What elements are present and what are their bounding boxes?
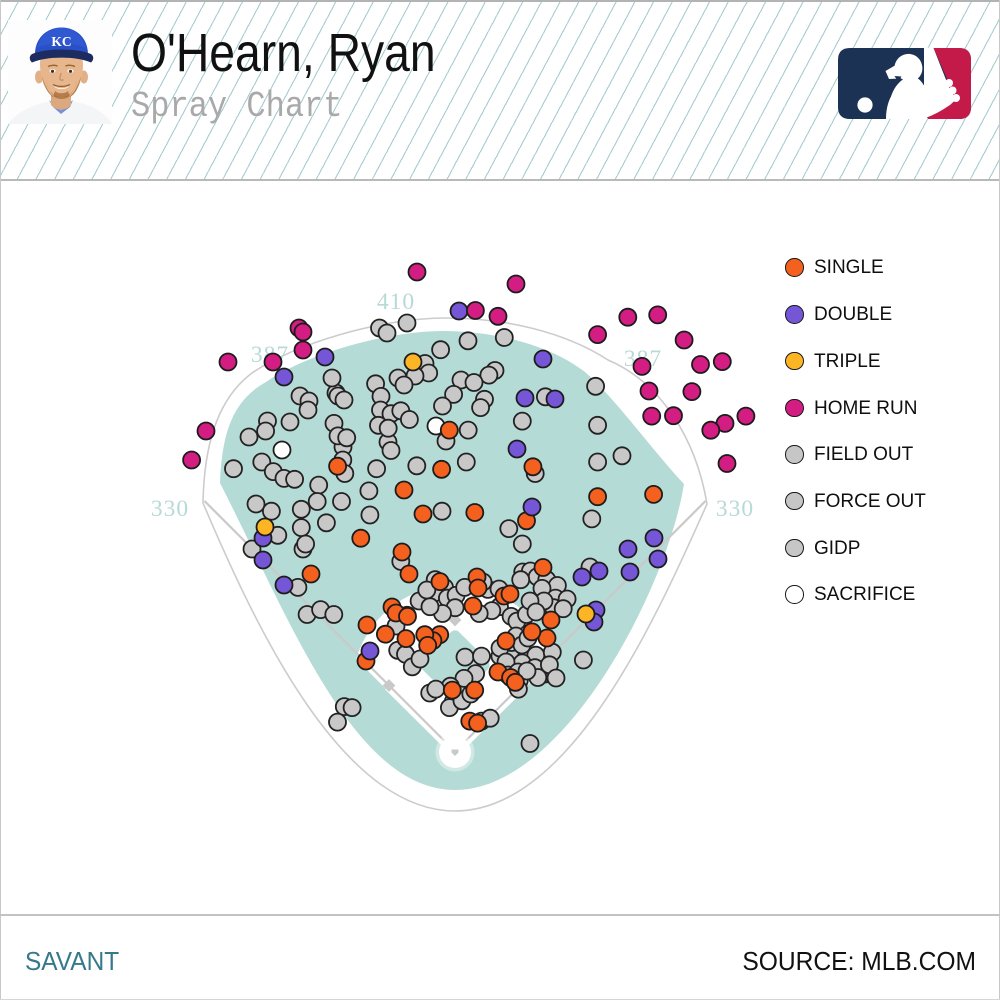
svg-text:KC: KC [51, 34, 71, 49]
svg-text:410: 410 [377, 289, 415, 315]
svg-text:330: 330 [151, 496, 189, 522]
svg-text:330: 330 [716, 496, 754, 522]
